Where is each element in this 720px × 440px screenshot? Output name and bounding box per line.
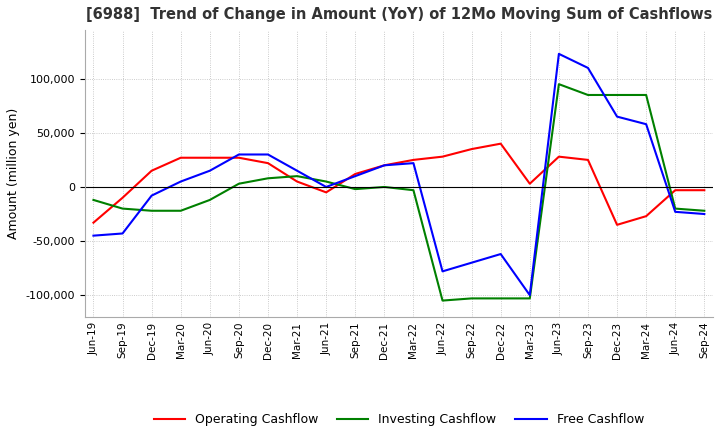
- Free Cashflow: [351, 173, 359, 179]
- Free Cashflow: [438, 269, 447, 274]
- Operating Cashflow: [642, 213, 650, 219]
- Line: Free Cashflow: Free Cashflow: [94, 54, 704, 295]
- Operating Cashflow: [205, 155, 214, 160]
- Free Cashflow: [642, 121, 650, 127]
- Free Cashflow: [584, 65, 593, 70]
- Investing Cashflow: [409, 187, 418, 193]
- Line: Investing Cashflow: Investing Cashflow: [94, 84, 704, 301]
- Operating Cashflow: [118, 195, 127, 200]
- Operating Cashflow: [496, 141, 505, 147]
- Investing Cashflow: [467, 296, 476, 301]
- Operating Cashflow: [467, 147, 476, 152]
- Investing Cashflow: [380, 184, 389, 190]
- Free Cashflow: [176, 179, 185, 184]
- Investing Cashflow: [671, 206, 680, 211]
- Free Cashflow: [264, 152, 272, 157]
- Free Cashflow: [235, 152, 243, 157]
- Free Cashflow: [526, 293, 534, 298]
- Operating Cashflow: [584, 157, 593, 162]
- Investing Cashflow: [293, 173, 302, 179]
- Title: [6988]  Trend of Change in Amount (YoY) of 12Mo Moving Sum of Cashflows: [6988] Trend of Change in Amount (YoY) o…: [86, 7, 712, 22]
- Investing Cashflow: [176, 208, 185, 213]
- Investing Cashflow: [613, 92, 621, 98]
- Line: Operating Cashflow: Operating Cashflow: [94, 144, 704, 225]
- Operating Cashflow: [322, 190, 330, 195]
- Investing Cashflow: [264, 176, 272, 181]
- Investing Cashflow: [148, 208, 156, 213]
- Operating Cashflow: [148, 168, 156, 173]
- Y-axis label: Amount (million yen): Amount (million yen): [7, 108, 20, 239]
- Operating Cashflow: [264, 161, 272, 166]
- Operating Cashflow: [235, 155, 243, 160]
- Operating Cashflow: [438, 154, 447, 159]
- Free Cashflow: [496, 251, 505, 257]
- Investing Cashflow: [235, 181, 243, 187]
- Operating Cashflow: [176, 155, 185, 160]
- Investing Cashflow: [554, 81, 563, 87]
- Investing Cashflow: [89, 197, 98, 202]
- Investing Cashflow: [496, 296, 505, 301]
- Free Cashflow: [613, 114, 621, 119]
- Operating Cashflow: [613, 222, 621, 227]
- Operating Cashflow: [554, 154, 563, 159]
- Free Cashflow: [380, 163, 389, 168]
- Investing Cashflow: [118, 206, 127, 211]
- Free Cashflow: [148, 193, 156, 198]
- Free Cashflow: [205, 168, 214, 173]
- Investing Cashflow: [205, 197, 214, 202]
- Legend: Operating Cashflow, Investing Cashflow, Free Cashflow: Operating Cashflow, Investing Cashflow, …: [149, 408, 649, 431]
- Free Cashflow: [293, 168, 302, 173]
- Free Cashflow: [89, 233, 98, 238]
- Operating Cashflow: [671, 187, 680, 193]
- Investing Cashflow: [642, 92, 650, 98]
- Operating Cashflow: [380, 163, 389, 168]
- Free Cashflow: [700, 211, 708, 216]
- Free Cashflow: [322, 184, 330, 190]
- Operating Cashflow: [293, 179, 302, 184]
- Investing Cashflow: [700, 208, 708, 213]
- Operating Cashflow: [351, 171, 359, 176]
- Free Cashflow: [409, 161, 418, 166]
- Investing Cashflow: [351, 187, 359, 192]
- Operating Cashflow: [700, 187, 708, 193]
- Operating Cashflow: [409, 157, 418, 162]
- Free Cashflow: [118, 231, 127, 236]
- Free Cashflow: [671, 209, 680, 214]
- Investing Cashflow: [584, 92, 593, 98]
- Investing Cashflow: [322, 179, 330, 184]
- Operating Cashflow: [526, 181, 534, 187]
- Investing Cashflow: [438, 298, 447, 303]
- Operating Cashflow: [89, 220, 98, 225]
- Investing Cashflow: [526, 296, 534, 301]
- Free Cashflow: [554, 51, 563, 56]
- Free Cashflow: [467, 260, 476, 265]
